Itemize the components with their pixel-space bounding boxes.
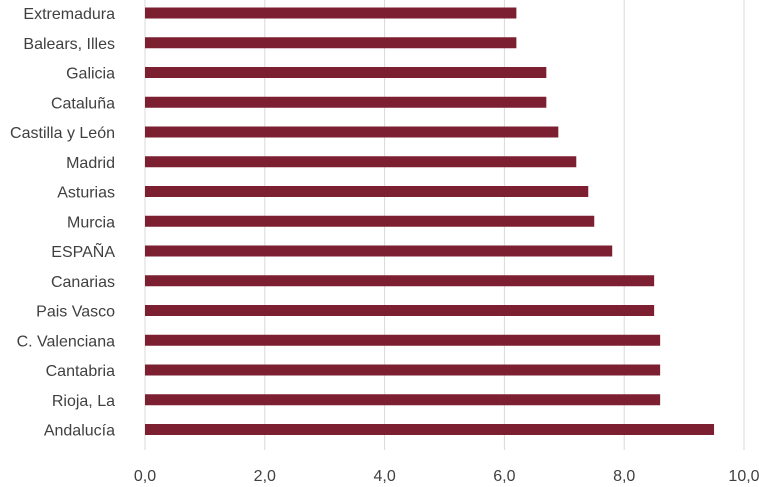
category-label: Cataluña <box>51 95 115 112</box>
category-label: Cantabria <box>46 363 115 380</box>
x-tick-label: 0,0 <box>134 468 156 485</box>
bar <box>145 67 547 78</box>
bar <box>145 156 577 168</box>
bar <box>145 275 655 287</box>
bar <box>145 96 547 108</box>
category-label: Andalucía <box>44 423 115 440</box>
bar <box>145 215 595 227</box>
category-label: Pais Vasco <box>36 304 115 321</box>
category-label: Balears, Illes <box>23 36 115 53</box>
category-label: Murcia <box>67 214 115 231</box>
x-tick-label: 8,0 <box>613 468 635 485</box>
category-label: Rioja, La <box>52 393 115 410</box>
category-label: Castilla y León <box>10 125 115 142</box>
category-label: Extremadura <box>23 6 115 23</box>
bar <box>145 126 559 138</box>
bar <box>145 424 715 435</box>
x-tick-label: 2,0 <box>254 468 276 485</box>
category-label: C. Valenciana <box>17 333 116 350</box>
category-labels: Extremadura Balears, Illes Galicia Cataluña… <box>10 6 115 440</box>
category-label: ESPAÑA <box>51 241 115 261</box>
bars <box>145 7 715 435</box>
x-tick-label: 6,0 <box>493 468 515 485</box>
category-label: Asturias <box>57 185 115 202</box>
category-label: Madrid <box>66 155 115 172</box>
category-label: Canarias <box>51 274 115 291</box>
category-label: Galicia <box>66 66 115 83</box>
bar <box>145 37 517 49</box>
bar <box>145 186 589 197</box>
bar <box>145 7 517 19</box>
bar <box>145 334 661 346</box>
x-axis-tick-labels: 0,0 2,0 4,0 6,0 8,0 10,0 <box>134 468 759 485</box>
bar <box>145 245 613 257</box>
bar <box>145 305 655 316</box>
x-tick-label: 10,0 <box>728 468 759 485</box>
bar <box>145 394 661 406</box>
x-tick-label: 4,0 <box>373 468 395 485</box>
bar <box>145 364 661 376</box>
